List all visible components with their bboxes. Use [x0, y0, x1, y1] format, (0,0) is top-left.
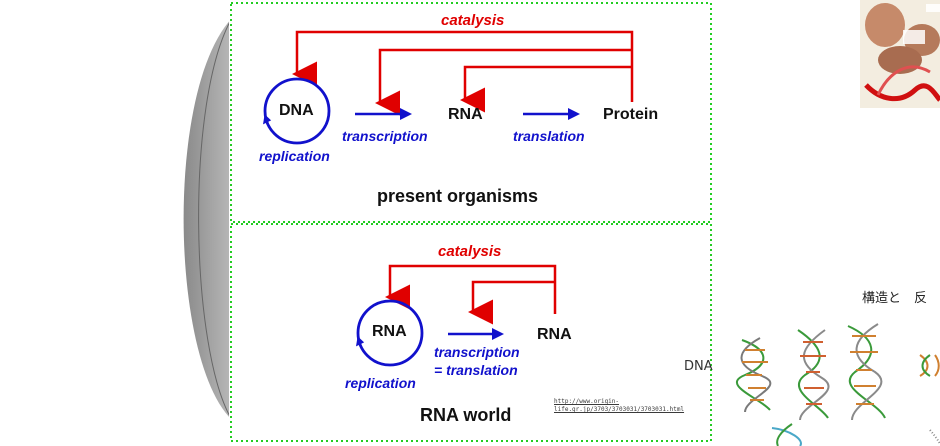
top-protein-label: Protein [603, 106, 659, 123]
top-replication-label: replication [259, 148, 330, 164]
source-url-link[interactable]: http://www.origin- life.gr.jp/3703/37030… [554, 398, 684, 414]
bottom-caption: RNA world [420, 405, 512, 425]
bottom-rna-product-label: RNA [537, 326, 572, 343]
bottom-rna-circle-label: RNA [372, 323, 407, 340]
top-dna-label: DNA [279, 102, 314, 119]
top-transcription-label: transcription [342, 128, 428, 144]
top-flow-arrows [355, 108, 580, 120]
bottom-panel-border [230, 223, 712, 442]
top-panel-border [230, 2, 712, 223]
top-catalysis-label: catalysis [441, 12, 505, 29]
top-catalysis-arrows [292, 30, 634, 116]
dna-helix-models [736, 323, 940, 446]
bottom-catalysis-arrows [385, 264, 557, 325]
dna-helix-2 [797, 329, 830, 421]
bottom-replication-label: replication [345, 375, 416, 391]
bottom-transcription-label: transcription [434, 344, 520, 360]
ribosome-image [860, 0, 940, 108]
bottom-translation-label: = translation [434, 362, 518, 378]
source-url-line1: http://www.origin- [554, 398, 620, 405]
dna-helix-1 [736, 337, 772, 413]
bottom-rna-circle [356, 299, 424, 367]
top-rna-label: RNA [448, 106, 483, 123]
dna-helix-3 [847, 323, 886, 421]
dna-mini-icon [919, 354, 940, 377]
side-heading: 構造と 反 [862, 291, 928, 306]
top-translation-label: translation [513, 128, 585, 144]
bottom-catalysis-label: catalysis [438, 243, 502, 260]
grey-half-disc [183, 18, 232, 420]
bottom-flow-arrow [448, 328, 504, 340]
side-dna-label: DNA [684, 359, 713, 374]
source-url-line2: life.gr.jp/3703/3703031/3703031.html [554, 406, 685, 413]
dna-helix-4 [771, 423, 802, 446]
top-caption: present organisms [377, 186, 539, 206]
top-dna-circle [263, 77, 331, 145]
